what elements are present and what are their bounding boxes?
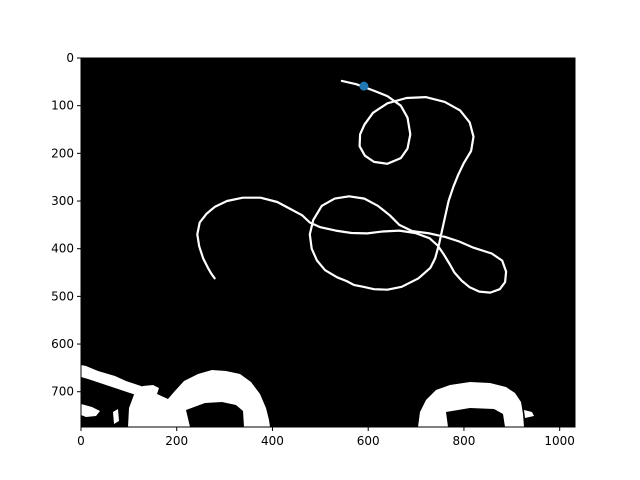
x-tick-label: 1000 [544, 434, 575, 448]
y-tick-label: 200 [51, 146, 74, 160]
y-tick-label: 500 [51, 289, 74, 303]
mask-hole-right [446, 408, 505, 427]
image-background [81, 58, 575, 427]
mask-blob-left [81, 365, 153, 397]
mask-blob-left-post [113, 409, 119, 424]
mask-blob-right-edge [524, 410, 534, 418]
y-tick-label: 0 [66, 51, 74, 65]
plot-area [81, 58, 575, 427]
y-tick-label: 400 [51, 242, 74, 256]
data-point-0 [359, 81, 369, 91]
y-tick-label: 100 [51, 99, 74, 113]
x-tick-label: 400 [261, 434, 284, 448]
y-tick-label: 700 [51, 385, 74, 399]
y-tick-label: 300 [51, 194, 74, 208]
mask-hole-center [186, 402, 244, 427]
data-points [359, 81, 369, 91]
mask-holes [186, 402, 505, 427]
white-curve [196, 79, 508, 294]
mask-blob-left-lower [81, 404, 100, 417]
x-axis: 0 200 400 600 800 1000 [77, 427, 575, 448]
y-tick-label: 600 [51, 337, 74, 351]
axes-frame [80, 57, 576, 428]
x-tick-label: 200 [165, 434, 188, 448]
x-tick-label: 600 [357, 434, 380, 448]
x-tick-label: 0 [77, 434, 85, 448]
x-tick-label: 800 [452, 434, 475, 448]
y-axis: 0 100 200 300 400 500 600 700 [51, 51, 81, 399]
